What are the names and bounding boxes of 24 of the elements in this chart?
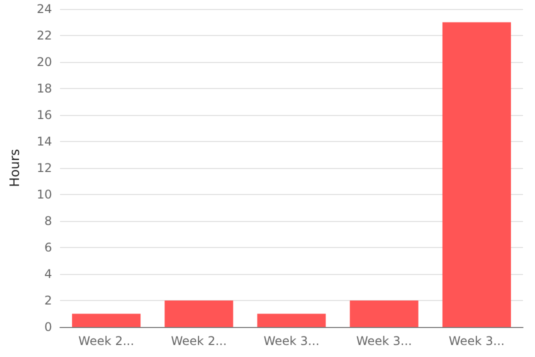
y-tick-label: 16 [36, 108, 52, 122]
y-tick-label: 20 [36, 55, 52, 69]
y-tick-label: 8 [44, 214, 52, 228]
bar [442, 22, 511, 327]
x-tick-label: Week 3... [356, 334, 412, 348]
y-tick-label: 6 [44, 240, 52, 254]
bar [350, 300, 418, 327]
y-axis-title: Hours [8, 148, 23, 188]
x-tick-label: Week 3... [448, 334, 505, 348]
y-tick-label: 2 [44, 294, 52, 308]
bar [257, 314, 326, 327]
y-tick-label: 24 [36, 2, 52, 16]
bar [164, 300, 234, 327]
y-tick-label: 10 [36, 188, 52, 202]
y-tick-label: 4 [44, 267, 52, 281]
y-tick-label: 12 [36, 161, 52, 175]
x-tick-label: Week 2... [78, 334, 134, 348]
x-tick-label: Week 3... [264, 334, 320, 348]
bar [72, 314, 141, 327]
y-tick-label: 0 [44, 320, 52, 334]
y-tick-label: 14 [36, 134, 52, 148]
x-tick-label: Week 2... [171, 334, 227, 348]
y-tick-label: 18 [36, 82, 52, 96]
y-tick-label: 22 [36, 28, 52, 42]
